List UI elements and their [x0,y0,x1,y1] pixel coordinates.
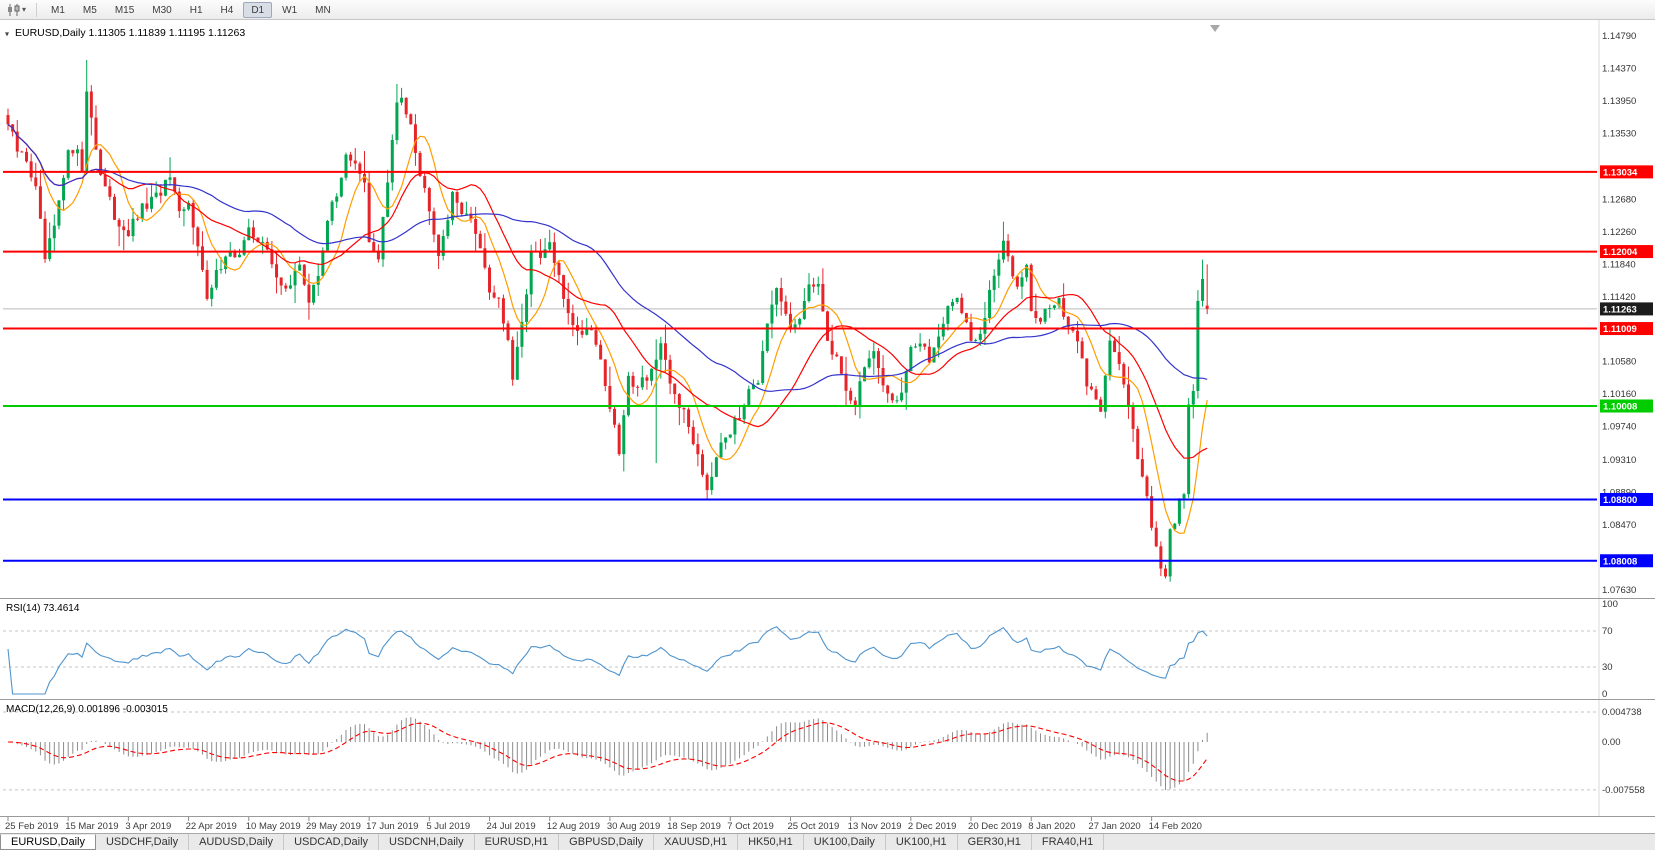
svg-text:12 Aug 2019: 12 Aug 2019 [547,821,600,832]
chart-tab-USDCHF-Daily[interactable]: USDCHF,Daily [96,834,190,850]
chart-title-ohlc: EURUSD,Daily 1.11305 1.11839 1.11195 1.1… [15,27,245,39]
svg-text:0: 0 [1602,689,1607,700]
svg-text:27 Jan 2020: 27 Jan 2020 [1088,821,1140,832]
svg-text:30 Aug 2019: 30 Aug 2019 [607,821,660,832]
time-axis[interactable] [0,817,1599,833]
chart-tab-USDCNH-Daily[interactable]: USDCNH,Daily [379,834,475,850]
svg-text:100: 100 [1602,599,1618,610]
svg-text:22 Apr 2019: 22 Apr 2019 [186,821,237,832]
price-axis-ticks: 1.14790 1.14370 1.13950 1.13530 1.12680 1.122… [1602,31,1636,596]
svg-text:1.10008: 1.10008 [1603,402,1637,413]
timeframe-button-M15[interactable]: M15 [114,4,135,16]
svg-text:30: 30 [1602,662,1613,673]
timeframe-button-H4[interactable]: H4 [220,4,234,16]
svg-text:1.14790: 1.14790 [1602,31,1636,42]
timeframe-button-W1[interactable]: W1 [282,4,298,16]
macd-pane: 0.004738 0.00 -0.007558 [3,707,1645,796]
svg-text:3 Apr 2019: 3 Apr 2019 [125,821,171,832]
svg-text:29 May 2019: 29 May 2019 [306,821,361,832]
timeframe-button-MN[interactable]: MN [315,4,331,16]
chart-tab-bar: EURUSD,Daily USDCHF,Daily AUDUSD,Daily USDC… [0,833,1655,850]
svg-text:25 Feb 2019: 25 Feb 2019 [5,821,58,832]
moving-average-8 [7,123,1208,534]
chart-tab-GER30-H1[interactable]: GER30,H1 [958,834,1032,850]
svg-text:8 Jan 2020: 8 Jan 2020 [1028,821,1075,832]
chart-type-button[interactable]: ▾ [4,2,29,18]
chart-canvas[interactable]: 1.14790 1.14370 1.13950 1.13530 1.12680 1.122… [0,20,1655,833]
svg-text:-0.007558: -0.007558 [1602,785,1645,796]
moving-average-20 [7,123,1208,459]
svg-text:10 May 2019: 10 May 2019 [246,821,301,832]
chart-tab-AUDUSD-Daily[interactable]: AUDUSD,Daily [189,834,285,850]
chart-tab-HK50-H1[interactable]: HK50,H1 [738,834,804,850]
svg-text:1.11420: 1.11420 [1602,292,1636,303]
rsi-label: RSI(14) 73.4614 [6,603,80,614]
svg-text:1.12680: 1.12680 [1602,194,1636,205]
timeframe-button-M5[interactable]: M5 [82,4,97,16]
timeframe-button-D1[interactable]: D1 [243,1,273,18]
symbol-menu-icon[interactable]: ▾ [5,30,9,39]
price-axis[interactable] [1599,20,1655,816]
svg-text:20 Dec 2019: 20 Dec 2019 [968,821,1022,832]
timeframe-button-H1[interactable]: H1 [189,4,203,16]
svg-text:1.10160: 1.10160 [1602,389,1636,400]
svg-text:7 Oct 2019: 7 Oct 2019 [727,821,773,832]
svg-text:1.10580: 1.10580 [1602,357,1636,368]
chart-shift-marker [1210,25,1220,32]
svg-text:24 Jul 2019: 24 Jul 2019 [487,821,536,832]
svg-text:1.08800: 1.08800 [1603,495,1637,506]
price-levels [3,170,1597,562]
chart-tab-UK100-H1[interactable]: UK100,H1 [886,834,958,850]
timeframe-button-M30[interactable]: M30 [152,4,172,16]
svg-text:70: 70 [1602,626,1613,637]
chart-tab-FRA40-H1[interactable]: FRA40,H1 [1032,834,1105,850]
rsi-pane: 100 70 30 0 [3,599,1618,700]
svg-text:1.08008: 1.08008 [1603,556,1637,567]
svg-text:1.12260: 1.12260 [1602,227,1636,238]
svg-text:2 Dec 2019: 2 Dec 2019 [908,821,957,832]
svg-text:1.07630: 1.07630 [1602,585,1636,596]
svg-text:18 Sep 2019: 18 Sep 2019 [667,821,721,832]
svg-text:1.11009: 1.11009 [1603,324,1637,335]
chart-tab-EURUSD-H1[interactable]: EURUSD,H1 [475,834,560,850]
chart-tab-UK100-Daily[interactable]: UK100,Daily [804,834,886,850]
svg-text:1.13530: 1.13530 [1602,128,1636,139]
toolbar-separator [36,2,38,17]
svg-text:1.13950: 1.13950 [1602,96,1636,107]
svg-text:0.00: 0.00 [1602,737,1621,748]
chevron-down-icon: ▾ [22,5,27,14]
chart-tab-USDCAD-Daily[interactable]: USDCAD,Daily [284,834,380,850]
svg-text:14 Feb 2020: 14 Feb 2020 [1149,821,1202,832]
candlestick-chart-icon [8,3,20,16]
current-price-label: 1.11263 [1600,302,1653,316]
macd-label: MACD(12,26,9) 0.001896 -0.003015 [6,704,168,715]
svg-text:1.14370: 1.14370 [1602,63,1636,74]
timeframe-buttons: M1 M5 M15 M30 H1 H4 D1 W1 MN [42,1,340,18]
date-axis: 25 Feb 2019 15 Mar 2019 3 Apr 2019 22 Apr 2… [5,817,1202,832]
svg-text:1.08470: 1.08470 [1602,520,1636,531]
svg-text:1.12004: 1.12004 [1603,247,1638,258]
chart-tab-EURUSD-Daily[interactable]: EURUSD,Daily [0,834,96,850]
timeframe-toolbar: ▾ M1 M5 M15 M30 H1 H4 D1 W1 MN [0,0,1655,20]
svg-text:17 Jun 2019: 17 Jun 2019 [366,821,418,832]
svg-text:13 Nov 2019: 13 Nov 2019 [848,821,902,832]
timeframe-button-M1[interactable]: M1 [51,4,65,16]
svg-text:1.09310: 1.09310 [1602,455,1636,466]
svg-text:1.11263: 1.11263 [1603,304,1637,315]
svg-text:15 Mar 2019: 15 Mar 2019 [65,821,118,832]
moving-average-45 [7,123,1208,392]
svg-text:1.09740: 1.09740 [1602,422,1636,433]
svg-text:5 Jul 2019: 5 Jul 2019 [426,821,470,832]
svg-text:25 Oct 2019: 25 Oct 2019 [787,821,839,832]
svg-text:0.004738: 0.004738 [1602,707,1642,718]
chart-tab-XAUUSD-H1[interactable]: XAUUSD,H1 [654,834,739,850]
price-level-labels: 1.13034 1.12004 1.11009 1.10008 1.08800 1.080… [1600,165,1653,568]
svg-text:1.11840: 1.11840 [1602,259,1636,270]
chart-tab-GBPUSD-Daily[interactable]: GBPUSD,Daily [559,834,655,850]
svg-text:1.13034: 1.13034 [1603,167,1638,178]
chart-background [0,20,1655,833]
